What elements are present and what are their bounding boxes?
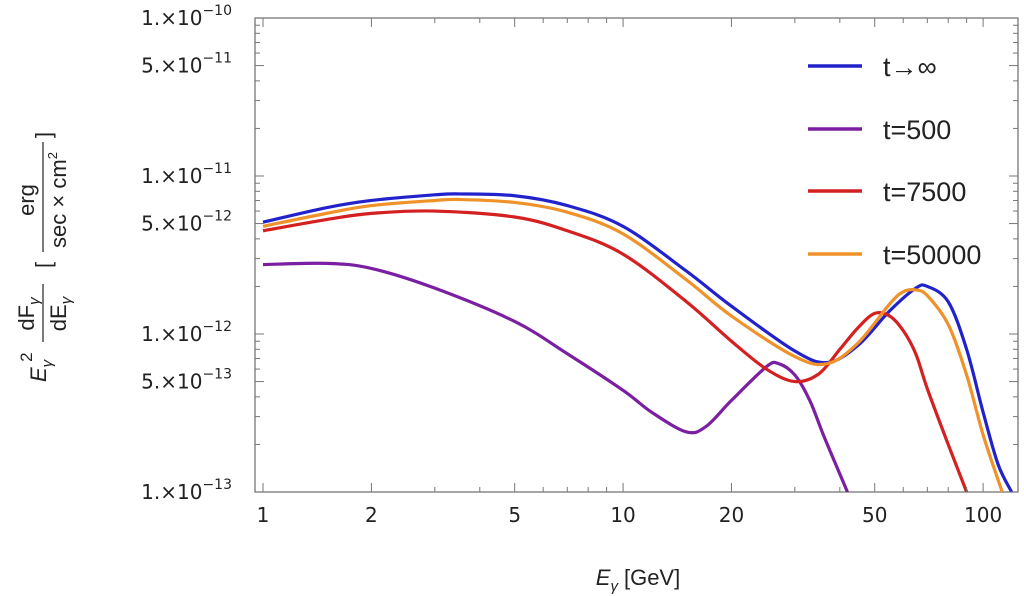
y-tick-label: 1.×10−11: [141, 161, 232, 188]
y-title-frac-den: dEγ: [46, 295, 75, 331]
x-tick-label: 2: [365, 503, 378, 527]
series-curves: [262, 192, 1014, 492]
legend-label: t=500: [883, 115, 951, 145]
y-title-unit-num: erg: [14, 184, 39, 216]
series-line: [262, 209, 969, 492]
x-axis-title: Eγ [GeV]: [596, 565, 680, 595]
series-line: [262, 261, 849, 492]
y-title-bracket-close: ]: [31, 132, 56, 138]
x-tick-label: 50: [862, 503, 887, 527]
y-tick-label: 1.×10−13: [141, 477, 232, 504]
y-tick-label: 5.×10−12: [141, 209, 232, 236]
x-axis-ticks: 1 2 5 10 20 50 100: [257, 18, 1002, 527]
x-tick-label: 10: [610, 503, 635, 527]
y-tick-label: 1.×10−12: [141, 319, 232, 346]
x-tick-label: 20: [719, 503, 744, 527]
x-tick-label: 100: [964, 503, 1002, 527]
plot-area: [254, 17, 1019, 493]
y-tick-label: 5.×10−13: [141, 367, 232, 394]
y-axis-ticks: 1.×10−13 5.×10−13 1.×10−12 5.×10−12 1.×10−11…: [141, 3, 1018, 504]
y-title-bracket-open: [: [31, 262, 56, 268]
y-tick-label: 1.×10−10: [141, 3, 232, 30]
y-title-frac-num: dFγ: [14, 296, 43, 331]
x-tick-label: 1: [257, 503, 270, 527]
series-line: [262, 192, 1014, 492]
plot-frame: [254, 17, 1019, 493]
legend-label: t=50000: [883, 240, 981, 270]
y-tick-label: 5.×10−11: [141, 51, 232, 78]
legend: t→∞ t=500 t=7500 t=50000: [808, 52, 981, 270]
legend-label: t=7500: [883, 177, 966, 207]
series-line: [262, 197, 1004, 492]
y-title-unit-den: sec × cm2: [45, 152, 71, 248]
legend-label: t→∞: [883, 52, 937, 82]
x-tick-label: 5: [508, 503, 521, 527]
y-title-prefix: Eγ2: [17, 352, 56, 382]
